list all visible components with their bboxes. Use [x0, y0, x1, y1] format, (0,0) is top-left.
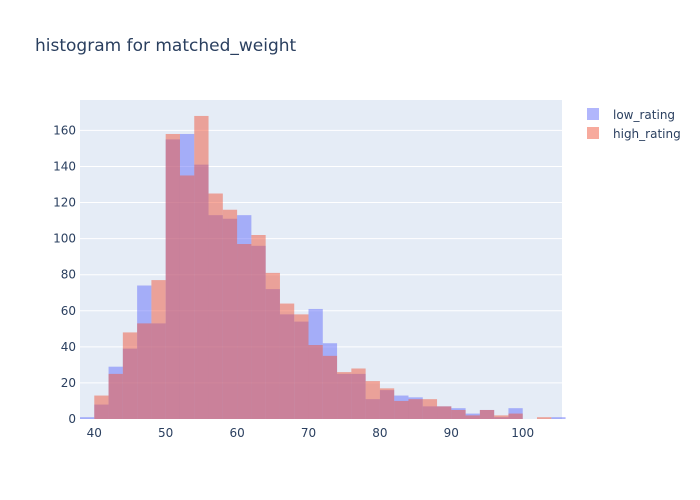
- y-tick-label: 120: [53, 196, 76, 210]
- legend-item-low-rating[interactable]: low_rating: [587, 108, 675, 122]
- legend-swatch-low-rating: [587, 108, 599, 120]
- bar-high-rating[interactable]: [537, 417, 552, 419]
- y-tick-label: 140: [53, 159, 76, 173]
- bar-high-rating[interactable]: [322, 355, 338, 419]
- bar-high-rating[interactable]: [451, 409, 466, 419]
- x-tick-label: 60: [229, 426, 244, 440]
- y-tick-label: 0: [68, 412, 76, 426]
- bar-high-rating[interactable]: [179, 175, 195, 419]
- bar-high-rating[interactable]: [265, 272, 280, 419]
- bar-high-rating[interactable]: [165, 133, 180, 419]
- legend[interactable]: low_rating high_rating: [587, 108, 681, 141]
- y-tick-label: 160: [53, 123, 76, 137]
- y-tick-label: 100: [53, 232, 76, 246]
- bar-low-rating[interactable]: [80, 417, 95, 419]
- bar-high-rating[interactable]: [279, 303, 295, 419]
- bar-low-rating[interactable]: [551, 417, 566, 419]
- legend-swatch-high-rating: [587, 127, 599, 139]
- bar-high-rating[interactable]: [479, 409, 495, 419]
- bar-high-rating[interactable]: [151, 280, 166, 419]
- bar-high-rating[interactable]: [222, 209, 238, 419]
- bar-high-rating[interactable]: [308, 345, 323, 419]
- bar-high-rating[interactable]: [351, 368, 366, 419]
- bar-high-rating[interactable]: [379, 388, 395, 419]
- y-tick-label: 20: [61, 376, 76, 390]
- bar-high-rating[interactable]: [137, 323, 152, 419]
- bar-high-rating[interactable]: [494, 415, 509, 419]
- x-tick-label: 70: [301, 426, 316, 440]
- y-tick-label: 40: [61, 340, 76, 354]
- x-tick-label: 50: [158, 426, 173, 440]
- bar-high-rating[interactable]: [408, 399, 423, 419]
- tick-labels: 0 20 40 60 80 100 120 140 160 40 50 60 70 80 90 100: [53, 123, 534, 440]
- bar-high-rating[interactable]: [365, 381, 380, 419]
- bar-high-rating[interactable]: [237, 244, 252, 419]
- bar-high-rating[interactable]: [108, 373, 123, 419]
- bar-high-rating[interactable]: [422, 399, 438, 419]
- bar-high-rating[interactable]: [337, 372, 352, 419]
- y-tick-label: 80: [61, 268, 76, 282]
- chart-title: histogram for matched_weight: [35, 36, 297, 56]
- legend-item-high-rating[interactable]: high_rating: [587, 127, 681, 141]
- bar-high-rating[interactable]: [251, 235, 266, 419]
- bars: [80, 115, 566, 419]
- bar-high-rating[interactable]: [94, 395, 109, 419]
- x-tick-label: 40: [87, 426, 102, 440]
- bar-high-rating[interactable]: [194, 115, 209, 419]
- legend-label-high-rating: high_rating: [613, 127, 681, 141]
- x-tick-label: 100: [511, 426, 534, 440]
- x-tick-label: 90: [444, 426, 459, 440]
- bar-high-rating[interactable]: [465, 415, 480, 419]
- bar-high-rating[interactable]: [294, 314, 309, 419]
- bar-high-rating[interactable]: [508, 413, 523, 419]
- bar-high-rating[interactable]: [394, 400, 409, 419]
- bar-high-rating[interactable]: [437, 406, 452, 419]
- y-tick-label: 60: [61, 304, 76, 318]
- bar-high-rating[interactable]: [208, 193, 223, 419]
- bar-high-rating[interactable]: [122, 332, 138, 419]
- x-tick-label: 80: [372, 426, 387, 440]
- legend-label-low-rating: low_rating: [613, 108, 675, 122]
